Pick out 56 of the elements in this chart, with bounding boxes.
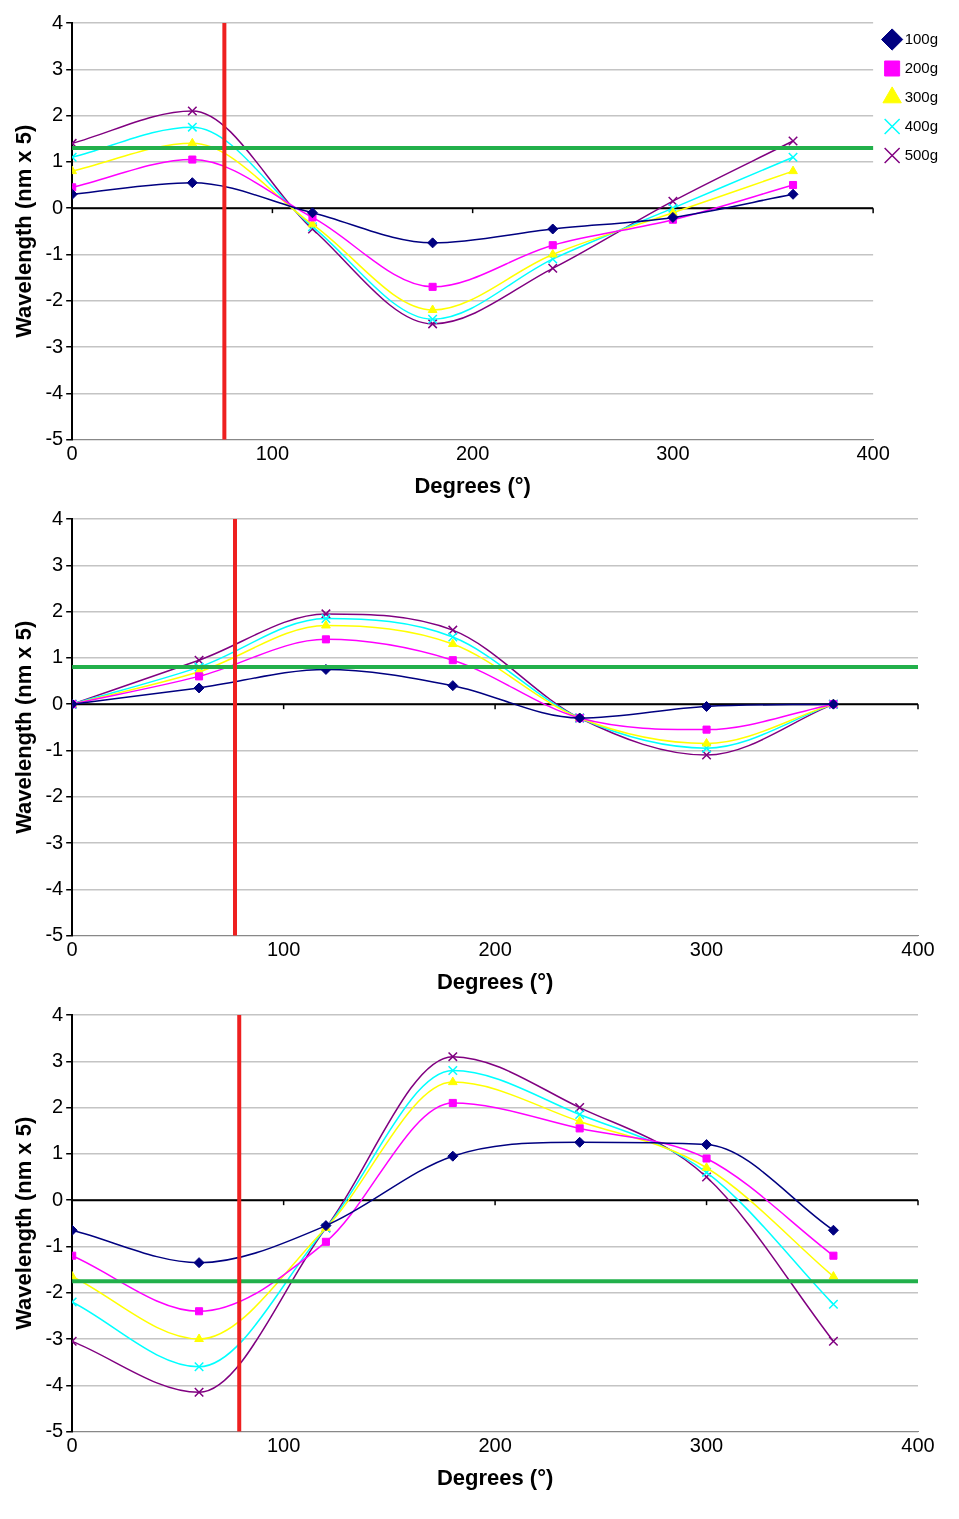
y-tick-label: -5: [45, 923, 64, 946]
legend-label: 200g: [904, 58, 939, 76]
y-tick-label: 1: [52, 645, 64, 668]
y-tick-label: -1: [45, 737, 64, 760]
y-tick-label: -3: [45, 334, 64, 357]
x-tick-label: 100: [255, 442, 290, 465]
x-tick-label: 300: [656, 442, 690, 465]
y-tick-label: 0: [52, 691, 64, 714]
y-axis-title: Wavelength (nm x 5): [11, 620, 37, 834]
y-tick-label: -4: [45, 380, 64, 403]
y-tick-label: -3: [45, 1326, 64, 1349]
y-tick-label: -4: [45, 1372, 64, 1395]
x-tick-label: 100: [266, 938, 301, 961]
y-tick-label: 4: [52, 506, 64, 529]
x-axis-title: Degrees (°): [414, 472, 531, 498]
x-tick-label: 400: [901, 1434, 935, 1457]
x-tick-label: 0: [66, 442, 78, 465]
y-tick-label: 1: [52, 1141, 64, 1164]
y-tick-label: -5: [45, 427, 64, 450]
x-axis-title: Degrees (°): [436, 1464, 554, 1490]
y-tick-label: -5: [45, 1419, 64, 1442]
legend-label: 400g: [904, 116, 939, 134]
y-tick-label: 2: [52, 599, 64, 622]
x-tick-label: 100: [266, 1434, 301, 1457]
x-tick-label: 200: [455, 442, 490, 465]
x-tick-label: 400: [901, 938, 935, 961]
legend-label: 500g: [904, 145, 939, 163]
y-axis-title: Wavelength (nm x 5): [11, 1116, 37, 1330]
y-tick-label: -2: [45, 1280, 64, 1303]
x-axis-title: Degrees (°): [436, 968, 554, 994]
y-tick-label: 4: [52, 10, 64, 33]
y-tick-label: -3: [45, 830, 64, 853]
y-tick-label: 3: [52, 552, 64, 575]
y-tick-label: -1: [45, 241, 64, 264]
y-tick-label: 4: [52, 1002, 64, 1025]
y-tick-label: 3: [52, 56, 64, 79]
y-tick-label: 0: [52, 1187, 64, 1210]
x-tick-label: 300: [689, 1434, 724, 1457]
y-axis-title: Wavelength (nm x 5): [11, 124, 37, 338]
x-tick-label: 200: [478, 1434, 512, 1457]
y-tick-label: 1: [52, 149, 64, 172]
y-tick-label: -1: [45, 1233, 64, 1256]
y-tick-label: -2: [45, 784, 64, 807]
x-tick-label: 300: [689, 938, 724, 961]
legend-label: 100g: [904, 29, 939, 47]
x-tick-label: 0: [66, 1434, 78, 1457]
y-tick-label: 3: [52, 1048, 64, 1071]
legend-label: 300g: [904, 87, 939, 105]
y-tick-label: 0: [52, 195, 64, 218]
y-tick-label: -4: [45, 876, 64, 899]
x-tick-label: 400: [856, 442, 890, 465]
x-tick-label: 200: [478, 938, 512, 961]
y-tick-label: 2: [52, 103, 64, 126]
y-tick-label: -2: [45, 288, 64, 311]
y-tick-label: 2: [52, 1095, 64, 1118]
x-tick-label: 0: [66, 938, 78, 961]
